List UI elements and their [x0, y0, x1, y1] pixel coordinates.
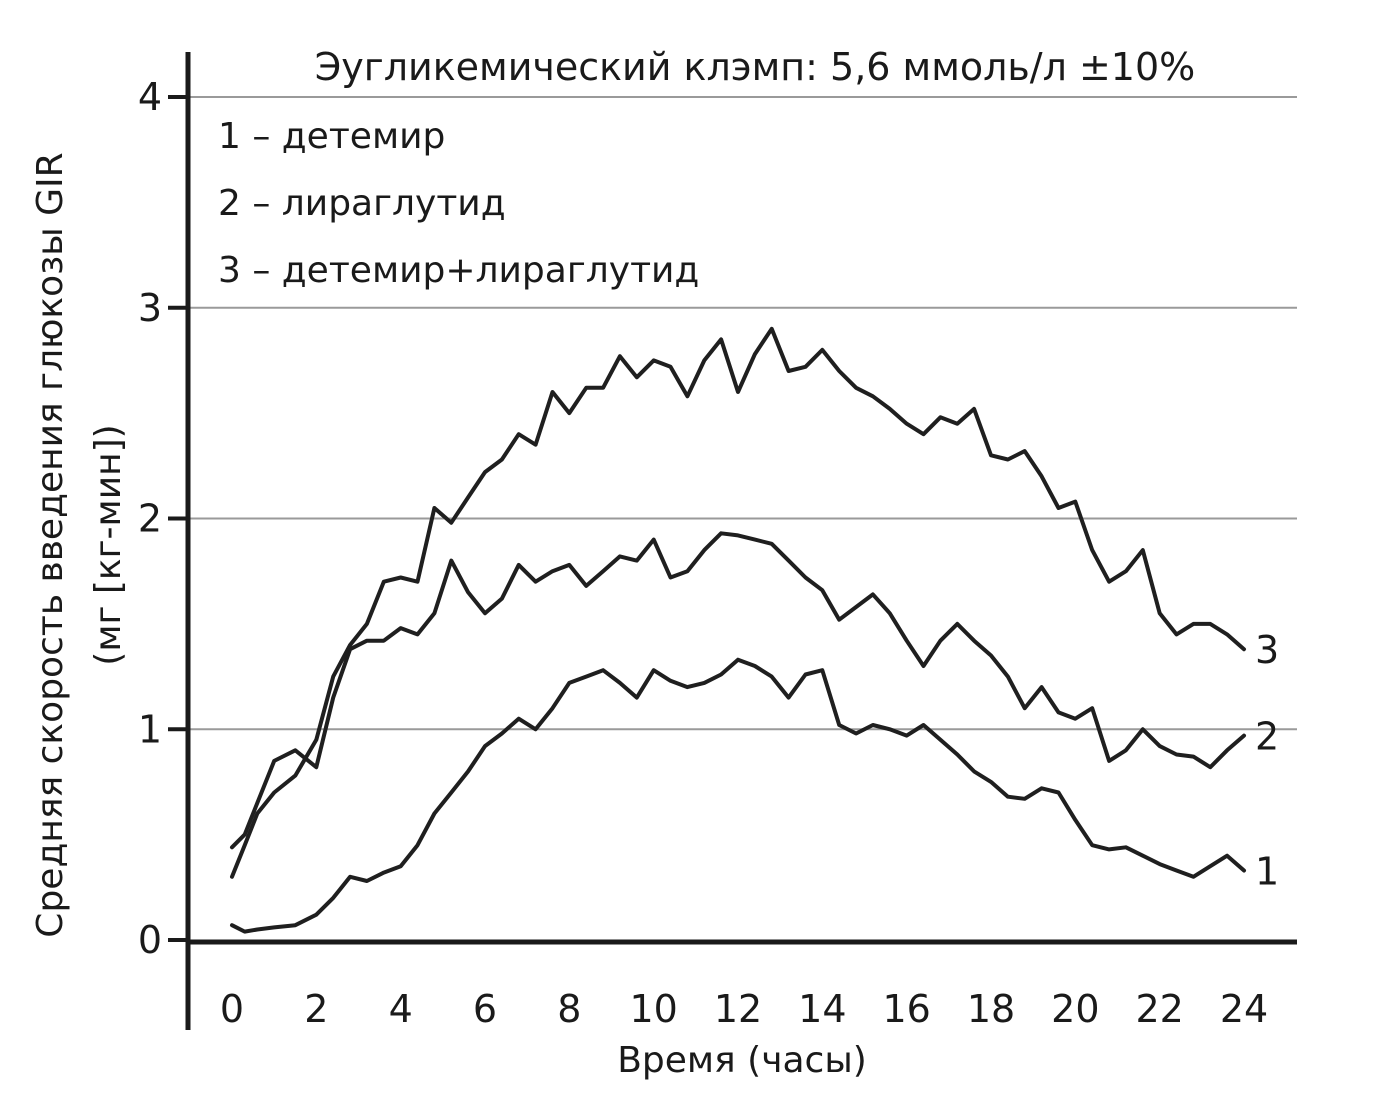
series-line-1 [230, 657, 1246, 934]
series-line-3 [230, 326, 1246, 879]
x-tick-label: 0 [220, 987, 244, 1031]
series-line-2 [230, 531, 1246, 850]
series-lines [230, 326, 1246, 934]
grid-lines [188, 96, 1297, 731]
y-tick-label: 1 [138, 707, 162, 751]
y-tick-label: 0 [138, 918, 162, 962]
x-tick-label: 20 [1051, 987, 1099, 1031]
y-axis-label-line-1: Средняя скорость введения глюкозы GIR [30, 152, 71, 937]
x-tick-label: 16 [882, 987, 930, 1031]
legend-entry-1: 1 – детемир [218, 116, 445, 157]
y-axis-label-line-2: (мг [кг-мин]) [88, 424, 129, 665]
series-end-labels: 1 2 3 [1255, 628, 1279, 893]
y-tick-label: 4 [138, 75, 162, 119]
x-tick-label: 22 [1135, 987, 1183, 1031]
chart-title: Эугликемический клэмп: 5,6 ммоль/л ±10% [315, 45, 1196, 89]
y-tick-label: 2 [138, 497, 162, 541]
x-tick-label: 6 [473, 987, 497, 1031]
x-tick-label: 10 [629, 987, 677, 1031]
series-end-label-2: 2 [1255, 715, 1279, 759]
x-tick-label: 18 [967, 987, 1015, 1031]
x-tick-label: 12 [714, 987, 762, 1031]
axes [185, 52, 1297, 1030]
x-tick-labels: 0 2 4 6 8 10 12 14 16 18 20 22 24 [220, 987, 1268, 1031]
x-tick-label: 2 [304, 987, 328, 1031]
series-end-label-3: 3 [1255, 628, 1279, 672]
x-tick-label: 4 [389, 987, 413, 1031]
x-tick-label: 24 [1220, 987, 1268, 1031]
x-tick-label: 8 [557, 987, 581, 1031]
y-tick-labels: 0 1 2 3 4 [138, 75, 188, 962]
legend-entry-3: 3 – детемир+лираглутид [218, 250, 699, 291]
legend-entry-2: 2 – лираглутид [218, 183, 506, 224]
x-tick-label: 14 [798, 987, 846, 1031]
x-axis-label: Время (часы) [617, 1040, 867, 1081]
y-tick-label: 3 [138, 286, 162, 330]
series-end-label-1: 1 [1255, 849, 1279, 893]
